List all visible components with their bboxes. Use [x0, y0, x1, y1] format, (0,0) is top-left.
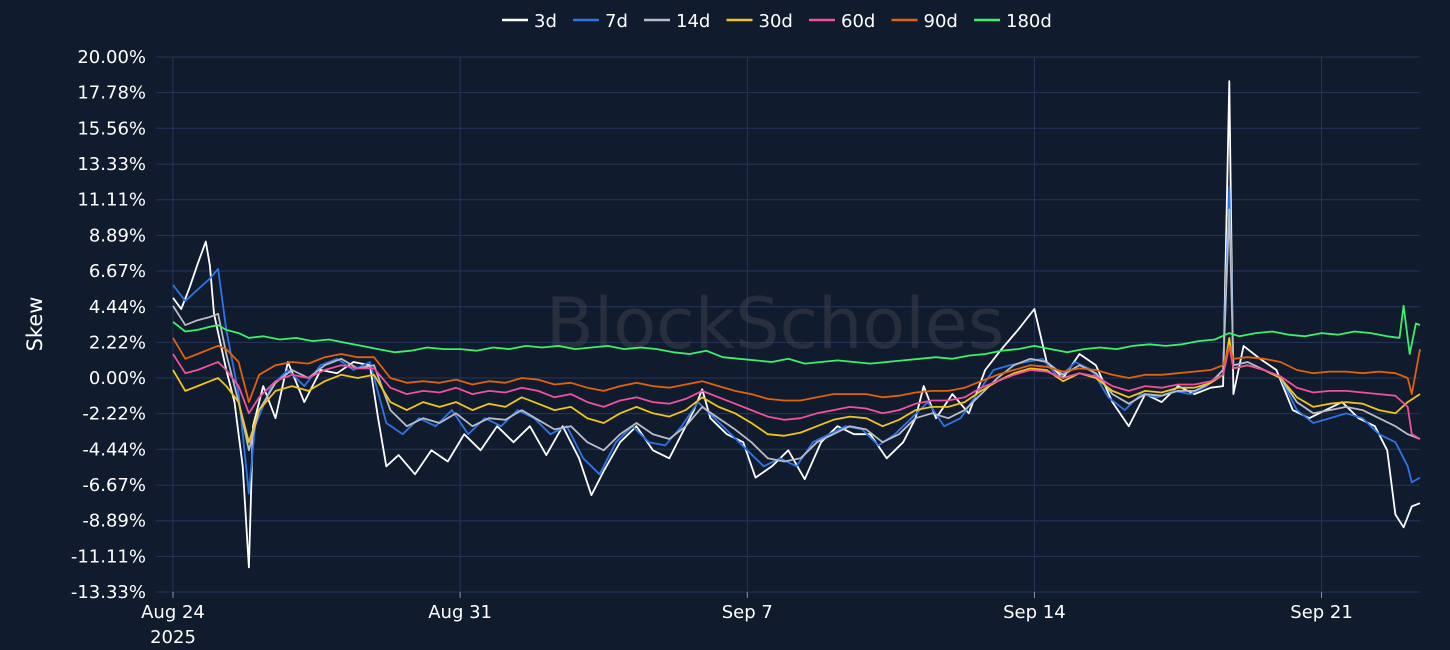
legend-label: 90d — [924, 11, 958, 32]
y-tick-label: 8.89% — [89, 225, 146, 246]
legend-label: 30d — [759, 11, 793, 32]
legend-label: 60d — [841, 11, 875, 32]
series-line-90d — [172, 337, 1421, 404]
y-tick-label: -8.89% — [82, 511, 146, 532]
x-tick-label: Sep 7 — [722, 602, 773, 623]
y-axis: 20.00% 17.78% 15.56% 13.33% 11.11% 8.89% 6.67%… — [71, 47, 146, 603]
y-tick-label: -6.67% — [82, 475, 146, 496]
y-tick-label: -4.44% — [82, 439, 146, 460]
y-tick-label: 15.56% — [77, 118, 146, 139]
legend-item-90d[interactable]: 90d — [891, 11, 958, 32]
series-lines — [172, 80, 1421, 569]
watermark: BlockScholes — [546, 283, 1004, 365]
legend-label: 7d — [605, 11, 628, 32]
y-tick-label: 6.67% — [89, 261, 146, 282]
legend-label: 3d — [534, 11, 557, 32]
y-tick-label: -2.22% — [82, 404, 146, 425]
x-tick-label: Sep 14 — [1003, 602, 1066, 623]
x-tick-label: Aug 24 — [141, 602, 205, 623]
x-tick-label: Aug 31 — [428, 602, 492, 623]
y-tick-label: -11.11% — [71, 546, 146, 567]
series-line-3d — [172, 80, 1421, 569]
y-tick-label: 13.33% — [77, 154, 146, 175]
series-line-180d — [172, 304, 1421, 365]
x-year-label: 2025 — [150, 627, 196, 648]
legend-label: 14d — [676, 11, 710, 32]
y-tick-label: 4.44% — [89, 297, 146, 318]
legend-item-14d[interactable]: 14d — [644, 11, 710, 32]
legend-item-30d[interactable]: 30d — [726, 11, 793, 32]
y-tick-label: 0.00% — [89, 368, 146, 389]
y-tick-label: 20.00% — [77, 47, 146, 68]
legend-item-7d[interactable]: 7d — [573, 11, 628, 32]
legend-item-3d[interactable]: 3d — [502, 11, 557, 32]
y-tick-label: 17.78% — [77, 83, 146, 104]
x-axis: Aug 24 Aug 31 Sep 7 Sep 14 Sep 21 2025 — [141, 592, 1353, 648]
legend[interactable]: 3d 7d 14d 30d 60d 90d 180d — [502, 11, 1052, 32]
series-line-14d — [172, 208, 1421, 463]
legend-label: 180d — [1006, 11, 1052, 32]
series-line-60d — [172, 344, 1421, 440]
legend-item-60d[interactable]: 60d — [809, 11, 875, 32]
y-tick-label: 2.22% — [89, 332, 146, 353]
y-axis-title: Skew — [23, 297, 47, 352]
grid — [156, 56, 1420, 593]
legend-item-180d[interactable]: 180d — [974, 11, 1052, 32]
y-tick-label: 11.11% — [77, 190, 146, 211]
y-tick-label: -13.33% — [71, 582, 146, 603]
x-tick-label: Sep 21 — [1290, 602, 1353, 623]
